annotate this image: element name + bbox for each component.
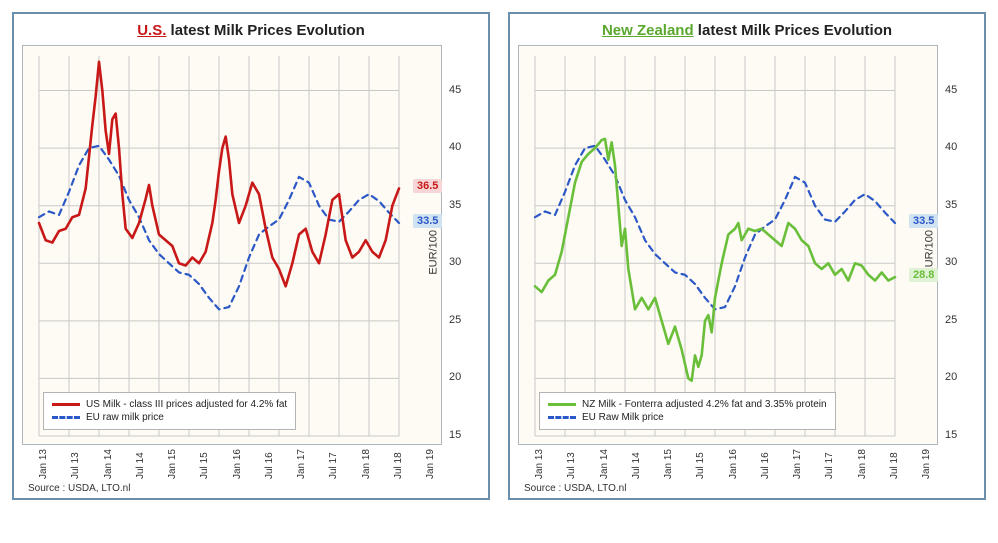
x-tick-label: Jan 14	[599, 449, 610, 479]
x-tick-label: Jul 17	[824, 449, 835, 479]
x-tick-label: Jul 17	[328, 449, 339, 479]
chart-nz-title-region: New Zealand	[602, 22, 694, 39]
plot-us: 15202530354045EUR/100 kg36.533.5US Milk …	[22, 45, 442, 445]
x-tick-label: Jul 16	[264, 449, 275, 479]
y-tick-label: 35	[945, 199, 957, 211]
legend-swatch	[548, 416, 576, 419]
x-tick-label: Jan 13	[534, 449, 545, 479]
y-tick-label: 15	[449, 429, 461, 441]
chart-us-title-rest: latest Milk Prices Evolution	[166, 22, 364, 39]
x-tick-label: Jan 19	[921, 449, 932, 479]
chart-us-title-region: U.S.	[137, 22, 166, 39]
y-tick-label: 45	[945, 84, 957, 96]
plot-svg	[23, 46, 443, 446]
x-tick-label: Jul 13	[70, 449, 81, 479]
x-tick-label: Jul 18	[393, 449, 404, 479]
chart-us: U.S. latest Milk Prices Evolution 15 20 25…	[12, 12, 490, 500]
y-tick-label: 20	[449, 371, 461, 383]
legend-row: EU raw milk price	[52, 412, 287, 423]
x-ticks-us: Jan 13 Jul 13 Jan 14 Jul 14 Jan 15 Jul 15 Jan …	[38, 449, 436, 479]
x-tick-label: Jan 17	[792, 449, 803, 479]
x-tick-label: Jan 13	[38, 449, 49, 479]
x-tick-label: Jul 15	[199, 449, 210, 479]
y-tick-label: 15	[945, 429, 957, 441]
x-tick-label: Jul 13	[566, 449, 577, 479]
source-us: Source : USDA, LTO.nl	[22, 483, 480, 494]
plot-svg	[519, 46, 939, 446]
x-tick-label: Jan 15	[167, 449, 178, 479]
legend-label: EU Raw Milk price	[582, 412, 664, 423]
x-tick-label: Jan 16	[728, 449, 739, 479]
charts-row: U.S. latest Milk Prices Evolution 15 20 25…	[12, 12, 986, 500]
x-tick-label: Jan 18	[857, 449, 868, 479]
end-value-badge: 33.5	[413, 214, 442, 228]
legend: US Milk - class III prices adjusted for …	[43, 392, 296, 430]
legend: NZ Milk - Fonterra adjusted 4.2% fat and…	[539, 392, 836, 430]
x-ticks-nz: Jan 13 Jul 13 Jan 14 Jul 14 Jan 15 Jul 15 Jan …	[534, 449, 932, 479]
y-tick-label: 45	[449, 84, 461, 96]
chart-nz: New Zealand latest Milk Prices Evolution…	[508, 12, 986, 500]
y-tick-label: 25	[449, 314, 461, 326]
x-tick-label: Jul 14	[135, 449, 146, 479]
x-tick-label: Jul 15	[695, 449, 706, 479]
chart-us-title: U.S. latest Milk Prices Evolution	[22, 22, 480, 39]
x-tick-label: Jan 18	[361, 449, 372, 479]
plot-nz: 15202530354045EUR/100 kg28.833.5NZ Milk …	[518, 45, 938, 445]
y-tick-label: 20	[945, 371, 957, 383]
x-tick-label: Jan 19	[425, 449, 436, 479]
legend-swatch	[52, 403, 80, 406]
source-nz: Source : USDA, LTO.nl	[518, 483, 976, 494]
y-tick-label: 35	[449, 199, 461, 211]
legend-row: NZ Milk - Fonterra adjusted 4.2% fat and…	[548, 399, 827, 410]
x-tick-label: Jan 14	[103, 449, 114, 479]
x-tick-label: Jan 17	[296, 449, 307, 479]
x-tick-label: Jul 14	[631, 449, 642, 479]
x-tick-label: Jul 16	[760, 449, 771, 479]
end-value-badge: 36.5	[413, 179, 442, 193]
legend-label: EU raw milk price	[86, 412, 164, 423]
x-tick-label: Jan 16	[232, 449, 243, 479]
legend-swatch	[548, 403, 576, 406]
y-tick-label: 25	[945, 314, 957, 326]
legend-label: NZ Milk - Fonterra adjusted 4.2% fat and…	[582, 399, 827, 410]
end-value-badge: 28.8	[909, 268, 938, 282]
x-tick-label: Jul 18	[889, 449, 900, 479]
legend-swatch	[52, 416, 80, 419]
legend-label: US Milk - class III prices adjusted for …	[86, 399, 287, 410]
chart-nz-title-rest: latest Milk Prices Evolution	[694, 22, 892, 39]
x-tick-label: Jan 15	[663, 449, 674, 479]
end-value-badge: 33.5	[909, 214, 938, 228]
legend-row: EU Raw Milk price	[548, 412, 827, 423]
y-tick-label: 30	[945, 256, 957, 268]
chart-nz-title: New Zealand latest Milk Prices Evolution	[518, 22, 976, 39]
y-tick-label: 40	[449, 141, 461, 153]
y-tick-label: 30	[449, 256, 461, 268]
legend-row: US Milk - class III prices adjusted for …	[52, 399, 287, 410]
y-tick-label: 40	[945, 141, 957, 153]
